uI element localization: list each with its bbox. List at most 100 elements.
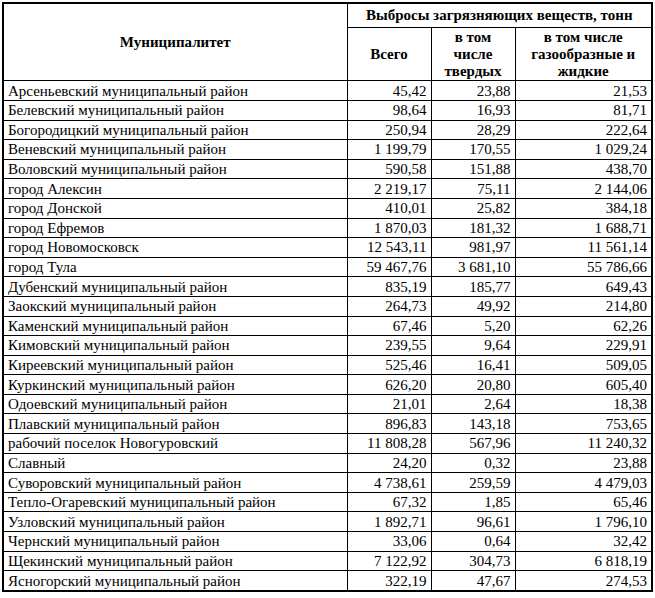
gaseous-liquid-cell: 11 561,14 xyxy=(515,238,652,258)
gaseous-liquid-cell: 1 688,71 xyxy=(515,218,652,238)
gaseous-liquid-cell: 229,91 xyxy=(515,336,652,356)
municipality-cell: Воловский муниципальный район xyxy=(3,159,347,179)
municipality-cell: Богородицкий муниципальный район xyxy=(3,120,347,140)
solid-cell: 16,41 xyxy=(431,355,515,375)
total-cell: 12 543,11 xyxy=(347,238,431,258)
table-row: город Ефремов1 870,03181,321 688,71 xyxy=(3,218,652,238)
gaseous-liquid-cell: 384,18 xyxy=(515,198,652,218)
total-cell: 835,19 xyxy=(347,277,431,297)
municipality-cell: Щекинский муниципальный район xyxy=(3,551,347,571)
municipality-cell: город Тула xyxy=(3,257,347,277)
column-header-total: Всего xyxy=(347,28,431,81)
column-header-municipality: Муниципалитет xyxy=(3,3,347,81)
gaseous-liquid-cell: 65,46 xyxy=(515,492,652,512)
table-row: Суворовский муниципальный район4 738,612… xyxy=(3,473,652,493)
gaseous-liquid-cell: 214,80 xyxy=(515,296,652,316)
solid-cell: 20,80 xyxy=(431,375,515,395)
table-row: Каменский муниципальный район67,465,2062… xyxy=(3,316,652,336)
municipality-cell: Плавский муниципальный район xyxy=(3,414,347,434)
table-row: город Алексин2 219,1775,112 144,06 xyxy=(3,179,652,199)
municipality-cell: Киреевский муниципальный район xyxy=(3,355,347,375)
total-cell: 4 738,61 xyxy=(347,473,431,493)
municipality-cell: город Алексин xyxy=(3,179,347,199)
solid-cell: 75,11 xyxy=(431,179,515,199)
solid-cell: 259,59 xyxy=(431,473,515,493)
solid-cell: 1,85 xyxy=(431,492,515,512)
municipality-cell: Куркинский муниципальный район xyxy=(3,375,347,395)
gaseous-liquid-cell: 21,53 xyxy=(515,81,652,101)
municipality-cell: Арсеньевский муниципальный район xyxy=(3,81,347,101)
solid-cell: 151,88 xyxy=(431,159,515,179)
total-cell: 322,19 xyxy=(347,571,431,591)
solid-cell: 567,96 xyxy=(431,434,515,454)
emissions-table: Муниципалитет Выбросы загрязняющих вещес… xyxy=(2,2,653,592)
table-row: Славный24,200,3223,88 xyxy=(3,453,652,473)
total-cell: 67,46 xyxy=(347,316,431,336)
table-row: рабочий поселок Новогуровский11 808,2856… xyxy=(3,434,652,454)
solid-cell: 170,55 xyxy=(431,140,515,160)
municipality-cell: Чернский муниципальный район xyxy=(3,532,347,552)
gaseous-liquid-cell: 11 240,32 xyxy=(515,434,652,454)
municipality-cell: Славный xyxy=(3,453,347,473)
table-row: Заокский муниципальный район264,7349,922… xyxy=(3,296,652,316)
gaseous-liquid-cell: 509,05 xyxy=(515,355,652,375)
total-cell: 21,01 xyxy=(347,394,431,414)
table-row: город Новомосковск12 543,11981,9711 561,… xyxy=(3,238,652,258)
total-cell: 626,20 xyxy=(347,375,431,395)
table-row: Белевский муниципальный район98,6416,938… xyxy=(3,100,652,120)
solid-cell: 2,64 xyxy=(431,394,515,414)
table-row: Воловский муниципальный район590,58151,8… xyxy=(3,159,652,179)
gaseous-liquid-cell: 6 818,19 xyxy=(515,551,652,571)
municipality-cell: Ясногорский муниципальный район xyxy=(3,571,347,591)
solid-cell: 49,92 xyxy=(431,296,515,316)
municipality-cell: Белевский муниципальный район xyxy=(3,100,347,120)
table-row: Ясногорский муниципальный район322,1947,… xyxy=(3,571,652,591)
table-row: Арсеньевский муниципальный район45,4223,… xyxy=(3,81,652,101)
table-row: Чернский муниципальный район33,060,6432,… xyxy=(3,532,652,552)
table-row: Кимовский муниципальный район239,559,642… xyxy=(3,336,652,356)
solid-cell: 16,93 xyxy=(431,100,515,120)
solid-cell: 9,64 xyxy=(431,336,515,356)
total-cell: 98,64 xyxy=(347,100,431,120)
gaseous-liquid-cell: 2 144,06 xyxy=(515,179,652,199)
solid-cell: 5,20 xyxy=(431,316,515,336)
municipality-cell: город Новомосковск xyxy=(3,238,347,258)
gaseous-liquid-cell: 4 479,03 xyxy=(515,473,652,493)
municipality-cell: Веневский муниципальный район xyxy=(3,140,347,160)
total-cell: 45,42 xyxy=(347,81,431,101)
column-header-solid: в том числе твердых xyxy=(431,28,515,81)
table-row: Плавский муниципальный район896,83143,18… xyxy=(3,414,652,434)
solid-cell: 981,97 xyxy=(431,238,515,258)
solid-cell: 181,32 xyxy=(431,218,515,238)
gaseous-liquid-cell: 753,65 xyxy=(515,414,652,434)
solid-cell: 28,29 xyxy=(431,120,515,140)
total-cell: 67,32 xyxy=(347,492,431,512)
total-cell: 11 808,28 xyxy=(347,434,431,454)
solid-cell: 47,67 xyxy=(431,571,515,591)
table-row: Куркинский муниципальный район626,2020,8… xyxy=(3,375,652,395)
gaseous-liquid-cell: 605,40 xyxy=(515,375,652,395)
table-row: Дубенский муниципальный район835,19185,7… xyxy=(3,277,652,297)
gaseous-liquid-cell: 23,88 xyxy=(515,453,652,473)
table-header: Муниципалитет Выбросы загрязняющих вещес… xyxy=(3,3,652,81)
municipality-cell: Заокский муниципальный район xyxy=(3,296,347,316)
municipality-cell: Суворовский муниципальный район xyxy=(3,473,347,493)
column-header-gaseous-liquid: в том числе газообразные и жидкие xyxy=(515,28,652,81)
table-row: Веневский муниципальный район1 199,79170… xyxy=(3,140,652,160)
total-cell: 525,46 xyxy=(347,355,431,375)
table-row: Тепло-Огаревский муниципальный район67,3… xyxy=(3,492,652,512)
table-row: Узловский муниципальный район1 892,7196,… xyxy=(3,512,652,532)
municipality-cell: город Донской xyxy=(3,198,347,218)
municipality-cell: Одоевский муниципальный район xyxy=(3,394,347,414)
total-cell: 410,01 xyxy=(347,198,431,218)
solid-cell: 0,64 xyxy=(431,532,515,552)
table-row: Богородицкий муниципальный район250,9428… xyxy=(3,120,652,140)
solid-cell: 23,88 xyxy=(431,81,515,101)
table-row: город Донской410,0125,82384,18 xyxy=(3,198,652,218)
municipality-cell: Тепло-Огаревский муниципальный район xyxy=(3,492,347,512)
gaseous-liquid-cell: 81,71 xyxy=(515,100,652,120)
total-cell: 250,94 xyxy=(347,120,431,140)
total-cell: 896,83 xyxy=(347,414,431,434)
solid-cell: 3 681,10 xyxy=(431,257,515,277)
gaseous-liquid-cell: 18,38 xyxy=(515,394,652,414)
